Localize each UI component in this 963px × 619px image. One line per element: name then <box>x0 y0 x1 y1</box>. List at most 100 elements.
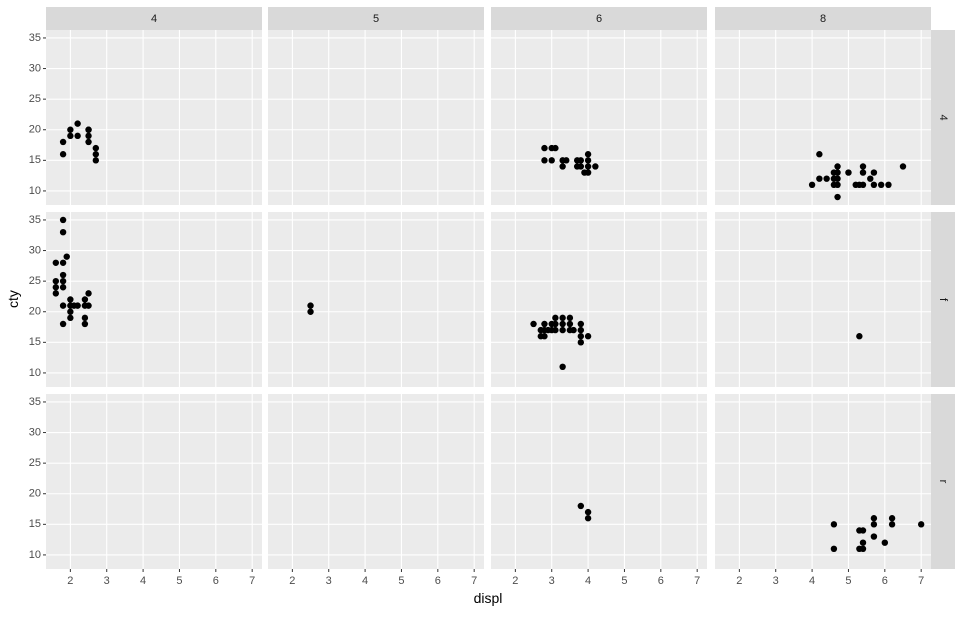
point <box>859 527 867 534</box>
panel-background <box>491 212 707 387</box>
point <box>870 169 878 176</box>
point <box>548 326 555 334</box>
strip-label: f <box>937 298 949 302</box>
point <box>74 120 81 127</box>
x-tick-label: 2 <box>67 575 73 587</box>
strip-label: 4 <box>937 114 949 120</box>
x-tick-label: 4 <box>585 575 591 587</box>
point <box>59 138 67 146</box>
y-tick-label: 20 <box>29 306 41 318</box>
point <box>845 169 852 176</box>
point <box>307 308 314 315</box>
point <box>834 169 841 176</box>
x-axis-title: displ <box>474 590 503 606</box>
y-tick-label: 25 <box>29 457 41 469</box>
point <box>59 216 67 224</box>
point <box>834 193 841 201</box>
x-tick-label: 4 <box>809 575 815 587</box>
point <box>559 326 566 334</box>
y-tick-label: 20 <box>29 124 41 136</box>
point <box>570 326 577 334</box>
point <box>859 545 867 553</box>
point <box>552 314 559 322</box>
point <box>870 181 878 189</box>
x-tick-label: 3 <box>326 575 332 587</box>
point <box>59 151 67 158</box>
point <box>808 181 816 189</box>
point <box>67 132 74 140</box>
point <box>823 175 830 182</box>
panel-background <box>268 394 484 569</box>
point <box>584 333 592 340</box>
point <box>917 521 925 528</box>
point <box>859 169 867 176</box>
strip <box>931 212 955 387</box>
y-axis-title: cty <box>5 290 21 308</box>
x-tick-label: 7 <box>249 575 255 587</box>
x-tick-label: 2 <box>736 575 742 587</box>
point <box>85 126 92 133</box>
y-tick-label: 30 <box>29 426 41 438</box>
point <box>67 296 74 303</box>
x-tick-label: 3 <box>104 575 110 587</box>
x-tick-label: 6 <box>882 575 888 587</box>
point <box>548 157 555 164</box>
x-tick-label: 3 <box>549 575 555 587</box>
point <box>59 271 67 279</box>
point <box>81 320 89 328</box>
strip <box>715 7 931 30</box>
point <box>584 508 592 516</box>
panel-background <box>46 212 262 387</box>
point <box>85 290 92 297</box>
point <box>859 181 867 189</box>
point <box>92 144 100 152</box>
x-tick-label: 5 <box>398 575 404 587</box>
point <box>584 151 592 158</box>
x-tick-label: 5 <box>845 575 851 587</box>
point <box>67 314 74 322</box>
point <box>834 175 841 182</box>
point <box>870 515 878 522</box>
panel-background <box>715 394 931 569</box>
point <box>59 302 67 309</box>
point <box>867 175 874 182</box>
point <box>52 290 60 297</box>
x-tick-label: 2 <box>512 575 518 587</box>
point <box>92 151 100 158</box>
point <box>577 339 585 346</box>
point <box>552 320 559 328</box>
x-tick-label: 3 <box>773 575 779 587</box>
x-tick-label: 7 <box>694 575 700 587</box>
x-tick-label: 6 <box>435 575 441 587</box>
point <box>552 144 559 152</box>
point <box>59 320 67 328</box>
y-tick-label: 10 <box>29 549 41 561</box>
point <box>70 302 78 309</box>
point <box>81 314 89 322</box>
point <box>307 302 314 309</box>
point <box>577 163 585 170</box>
point <box>67 126 74 133</box>
point <box>541 157 548 164</box>
point <box>63 253 70 260</box>
panel-background <box>491 30 707 205</box>
y-tick-label: 15 <box>29 518 41 530</box>
panel-background <box>268 212 484 387</box>
point <box>67 308 74 315</box>
point <box>52 284 60 291</box>
point <box>859 539 867 546</box>
point <box>541 333 548 340</box>
point <box>888 521 896 528</box>
point <box>899 163 907 170</box>
strip <box>931 394 955 569</box>
y-tick-label: 30 <box>29 62 41 74</box>
x-tick-label: 2 <box>289 575 295 587</box>
point <box>577 333 585 340</box>
y-tick-label: 35 <box>29 32 41 44</box>
point <box>877 181 885 189</box>
point <box>59 277 67 285</box>
strip-label: 4 <box>151 13 157 25</box>
panel-background <box>46 30 262 205</box>
point <box>584 157 592 164</box>
